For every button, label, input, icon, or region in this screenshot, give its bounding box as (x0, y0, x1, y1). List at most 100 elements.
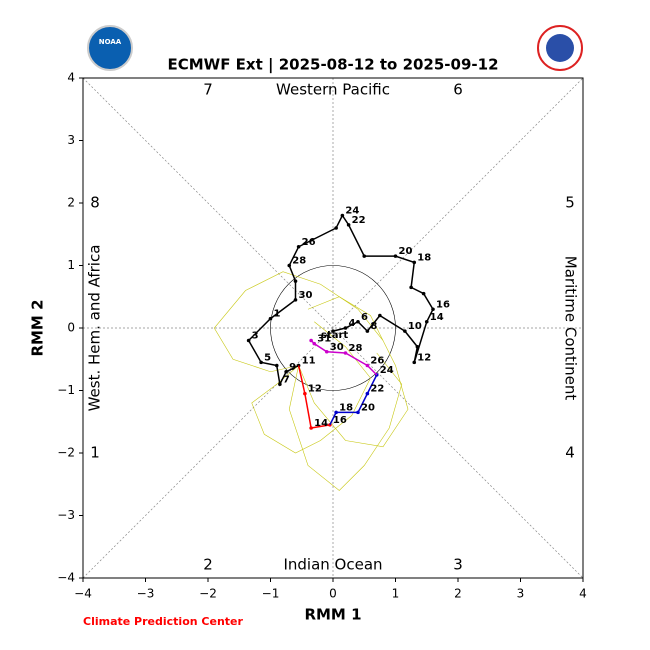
point (431, 307, 435, 312)
day-label: 28 (292, 256, 306, 267)
day-label: 7 (283, 374, 290, 385)
point (303, 391, 307, 396)
point (312, 341, 317, 346)
point (365, 391, 370, 396)
point (278, 382, 282, 387)
phase-label: 8 (90, 194, 100, 212)
day-label: 16 (436, 299, 450, 310)
phase-label: 5 (565, 194, 575, 212)
day-label: 20 (361, 402, 375, 413)
point (365, 329, 370, 333)
x-axis-label: RMM 1 (304, 606, 361, 624)
day-label: 24 (345, 206, 359, 217)
day-label: 11 (302, 356, 316, 367)
day-label: 18 (417, 252, 431, 263)
x-tick-label: 3 (517, 587, 525, 601)
start-label: start (321, 330, 348, 341)
x-tick-label: −4 (74, 587, 92, 601)
x-tick-label: 2 (454, 587, 462, 601)
y-tick-label: −1 (57, 383, 75, 397)
y-tick-label: −3 (57, 508, 75, 522)
point (412, 360, 417, 365)
point (409, 285, 413, 290)
day-label: 22 (370, 384, 384, 395)
point (296, 244, 301, 249)
y-tick-label: 4 (67, 71, 75, 85)
phase-label: 2 (203, 556, 213, 574)
x-tick-label: −3 (137, 587, 155, 601)
point (293, 298, 298, 302)
point (362, 254, 367, 258)
noaa-logo (87, 25, 133, 71)
trajectory (213, 271, 384, 373)
day-label: 26 (302, 237, 316, 248)
point (365, 363, 370, 368)
day-label: 10 (408, 321, 422, 332)
point (412, 260, 417, 265)
point (284, 369, 288, 374)
region-label: Maritime Continent (562, 256, 580, 401)
day-label: 3 (252, 331, 259, 342)
region-label: West. Hem. and Africa (86, 245, 104, 412)
day-label: 28 (349, 343, 363, 354)
point (421, 291, 426, 296)
point (293, 279, 298, 283)
unit-circle (270, 265, 396, 391)
point (309, 426, 313, 430)
day-label: 22 (352, 215, 366, 226)
trajectory (251, 321, 371, 454)
trajectory (336, 374, 378, 414)
day-label: 14 (314, 418, 328, 429)
point (246, 338, 251, 343)
y-tick-label: 1 (67, 258, 75, 272)
x-tick-label: −2 (199, 587, 217, 601)
trajectory (288, 352, 403, 491)
phase-label: 1 (90, 444, 100, 462)
day-label: 18 (339, 402, 353, 413)
y-tick-label: 2 (67, 196, 75, 210)
point (331, 329, 335, 333)
y-tick-label: −2 (57, 446, 75, 460)
x-tick-label: 4 (579, 587, 587, 601)
region-label: Western Pacific (276, 81, 390, 99)
point (356, 410, 360, 415)
y-tick-label: −4 (57, 571, 75, 585)
x-tick-label: −1 (262, 587, 280, 601)
point (340, 213, 345, 218)
phase-label: 4 (565, 444, 575, 462)
point (343, 326, 348, 330)
point (403, 329, 407, 333)
day-label: 20 (399, 246, 413, 257)
y-tick-label: 3 (67, 133, 75, 147)
logo-text: NOAA (99, 38, 122, 46)
phase-label: 3 (453, 556, 463, 574)
point (424, 319, 429, 324)
point (309, 338, 313, 343)
point (356, 319, 360, 324)
day-label: 12 (417, 352, 431, 363)
day-label: 31 (317, 334, 331, 345)
point (393, 254, 398, 258)
point (346, 223, 351, 227)
day-label: 1 (274, 309, 281, 320)
connector (366, 364, 378, 376)
day-label: 6 (361, 312, 368, 323)
point (274, 363, 279, 368)
day-label: 30 (330, 342, 344, 353)
point (343, 351, 348, 355)
point (378, 313, 382, 318)
y-tick-label: 0 (67, 321, 75, 335)
point (334, 226, 338, 230)
point (415, 344, 420, 349)
phase-label: 6 (453, 81, 463, 99)
day-label: 16 (333, 415, 347, 426)
day-label: 8 (370, 321, 377, 332)
connector (297, 365, 306, 394)
point (268, 316, 273, 321)
nws-logo-inner (546, 34, 574, 62)
chart-title: ECMWF Ext | 2025-08-12 to 2025-09-12 (167, 56, 498, 75)
day-label: 9 (289, 362, 296, 373)
point (287, 263, 292, 268)
region-label: Indian Ocean (283, 556, 382, 574)
